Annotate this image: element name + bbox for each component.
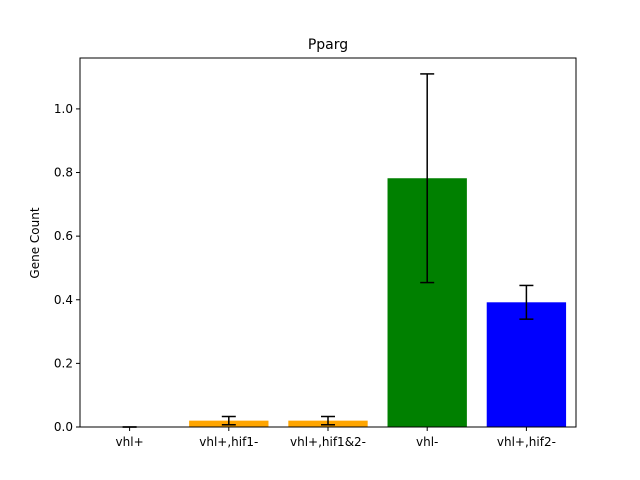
x-tick-label-3: vhl- <box>416 435 438 449</box>
y-tick-label-0: 0.0 <box>54 420 73 434</box>
x-tick-label-0: vhl+ <box>116 435 144 449</box>
y-tick-label-4: 0.8 <box>54 166 73 180</box>
axes-frame <box>79 57 577 428</box>
x-tick-label-2: vhl+,hif1&2- <box>290 435 366 449</box>
plot-area: vhl+ vhl+,hif1- vhl+,hif1&2- vhl-vhl+,hif2-… <box>54 57 577 449</box>
y-tick-label-3: 0.6 <box>54 229 73 243</box>
x-tick-label-1: vhl+,hif1- <box>199 435 258 449</box>
y-tick-label-2: 0.4 <box>54 293 73 307</box>
y-tick-label-1: 0.2 <box>54 356 73 370</box>
x-tick-label-4: vhl+,hif2- <box>497 435 556 449</box>
chart-title: Pparg <box>308 37 348 53</box>
bar-4 <box>486 302 567 427</box>
y-tick-label-5: 1.0 <box>54 102 73 116</box>
y-axis-label: Gene Count <box>28 207 42 278</box>
